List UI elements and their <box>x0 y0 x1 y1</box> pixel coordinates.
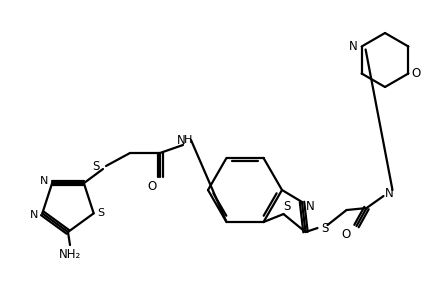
Text: S: S <box>92 159 100 172</box>
Text: NH₂: NH₂ <box>59 248 81 261</box>
Text: N: N <box>306 201 314 214</box>
Text: N: N <box>176 133 185 146</box>
Text: S: S <box>321 222 328 235</box>
Text: O: O <box>412 67 421 80</box>
Text: N: N <box>349 40 358 53</box>
Text: H: H <box>184 135 192 145</box>
Text: N: N <box>40 176 48 186</box>
Text: N: N <box>385 187 394 200</box>
Text: O: O <box>147 181 157 194</box>
Text: O: O <box>342 227 351 240</box>
Text: N: N <box>30 210 39 220</box>
Text: S: S <box>283 200 290 213</box>
Text: S: S <box>97 208 104 218</box>
